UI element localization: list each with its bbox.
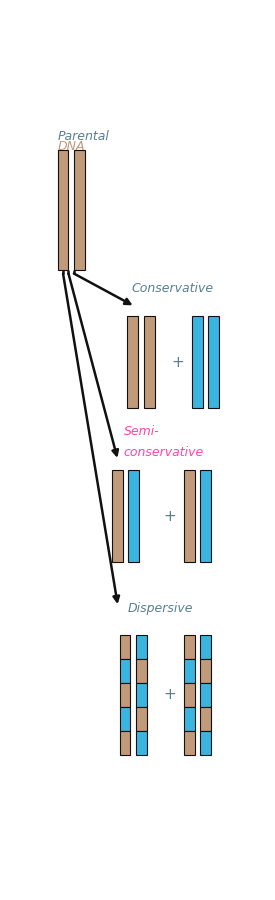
Bar: [120, 683, 130, 707]
Bar: [200, 660, 211, 683]
Bar: [74, 150, 85, 270]
Bar: [184, 635, 195, 660]
Text: +: +: [171, 355, 184, 370]
Bar: [184, 683, 195, 707]
Bar: [184, 660, 195, 683]
Bar: [136, 660, 147, 683]
Bar: [136, 707, 147, 731]
Bar: [136, 635, 147, 660]
Bar: [200, 683, 211, 707]
Bar: [184, 731, 195, 755]
Text: Conservative: Conservative: [131, 282, 213, 295]
Text: Semi-: Semi-: [123, 425, 159, 437]
Bar: [136, 731, 147, 755]
Text: +: +: [164, 508, 176, 524]
Bar: [208, 316, 219, 409]
Bar: [120, 731, 130, 755]
Bar: [136, 683, 147, 707]
Text: conservative: conservative: [123, 446, 204, 459]
Bar: [200, 707, 211, 731]
Bar: [128, 470, 139, 562]
Bar: [144, 316, 155, 409]
Bar: [192, 316, 203, 409]
Bar: [112, 470, 123, 562]
Bar: [120, 660, 130, 683]
Bar: [200, 731, 211, 755]
Bar: [120, 635, 130, 660]
Bar: [184, 707, 195, 731]
Text: DNA: DNA: [58, 140, 85, 153]
Bar: [200, 635, 211, 660]
Text: Dispersive: Dispersive: [127, 602, 193, 615]
Bar: [120, 707, 130, 731]
Bar: [184, 470, 195, 562]
Text: Parental: Parental: [58, 130, 109, 142]
Bar: [200, 470, 211, 562]
Bar: [58, 150, 68, 270]
Text: +: +: [164, 688, 176, 702]
Bar: [127, 316, 138, 409]
